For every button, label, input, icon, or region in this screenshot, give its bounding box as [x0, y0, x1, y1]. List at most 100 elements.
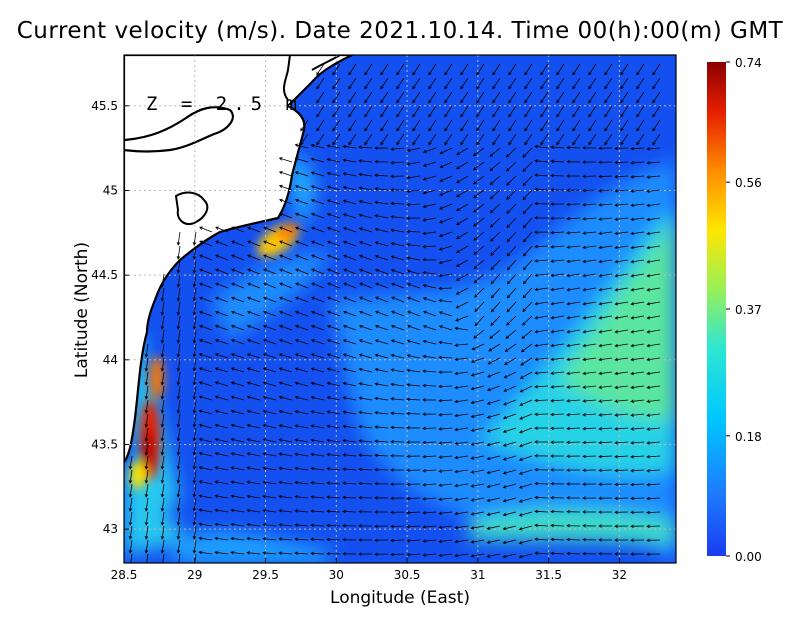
- velocity-arrow: [614, 385, 629, 390]
- velocity-arrow: [582, 371, 597, 376]
- velocity-arrow: [470, 511, 485, 516]
- velocity-arrow: [582, 385, 597, 389]
- velocity-arrow: [550, 495, 565, 500]
- velocity-arrow: [326, 396, 341, 401]
- velocity-arrow: [358, 241, 373, 247]
- velocity-arrow: [646, 231, 661, 236]
- velocity-arrow: [630, 468, 645, 473]
- velocity-arrow: [326, 537, 341, 542]
- velocity-arrow: [454, 399, 469, 404]
- velocity-arrow: [540, 91, 549, 104]
- velocity-arrow: [316, 119, 325, 132]
- velocity-arrow: [646, 301, 661, 306]
- velocity-arrow: [390, 269, 405, 275]
- velocity-arrow: [472, 147, 485, 157]
- velocity-arrow: [406, 269, 421, 275]
- velocity-arrow: [422, 497, 437, 501]
- velocity-arrow: [192, 525, 197, 540]
- velocity-arrow: [247, 240, 261, 247]
- velocity-arrow: [598, 371, 613, 376]
- velocity-arrow: [278, 523, 293, 527]
- velocity-arrow: [348, 133, 357, 146]
- velocity-arrow: [406, 243, 421, 247]
- velocity-arrow: [406, 147, 421, 152]
- velocity-arrow: [214, 353, 229, 359]
- velocity-arrow: [488, 343, 501, 352]
- velocity-arrow: [522, 301, 533, 312]
- velocity-arrow: [550, 509, 565, 514]
- velocity-arrow: [438, 427, 453, 431]
- velocity-arrow: [176, 413, 181, 428]
- velocity-arrow: [198, 353, 213, 359]
- velocity-arrow: [614, 203, 629, 207]
- velocity-arrow: [556, 91, 565, 104]
- velocity-arrow: [524, 133, 533, 146]
- velocity-arrow: [412, 63, 421, 76]
- velocity-arrow: [390, 524, 405, 529]
- velocity-arrow: [374, 255, 389, 261]
- velocity-arrow: [326, 452, 341, 457]
- velocity-arrow: [192, 371, 197, 386]
- velocity-arrow: [247, 268, 261, 275]
- velocity-arrow: [406, 383, 421, 387]
- velocity-arrow: [262, 423, 277, 429]
- velocity-arrow: [582, 160, 597, 164]
- velocity-arrow: [176, 301, 181, 316]
- velocity-arrow: [566, 202, 581, 207]
- velocity-arrow: [390, 482, 405, 486]
- velocity-arrow: [342, 199, 357, 205]
- velocity-arrow: [390, 496, 405, 501]
- velocity-arrow: [630, 454, 645, 459]
- velocity-arrow: [534, 173, 549, 177]
- velocity-arrow: [295, 296, 309, 303]
- velocity-arrow: [439, 161, 453, 168]
- velocity-arrow: [438, 511, 453, 516]
- velocity-arrow: [422, 525, 437, 529]
- velocity-arrow: [534, 343, 549, 348]
- velocity-arrow: [198, 409, 213, 415]
- velocity-arrow: [214, 367, 229, 373]
- velocity-arrow: [598, 160, 613, 165]
- velocity-arrow: [294, 480, 309, 485]
- velocity-arrow: [473, 273, 485, 284]
- velocity-arrow: [358, 495, 373, 500]
- velocity-arrow: [636, 63, 645, 76]
- velocity-arrow: [199, 310, 213, 317]
- velocity-arrow: [192, 231, 197, 246]
- velocity-arrow: [160, 315, 165, 330]
- velocity-arrow: [646, 343, 661, 348]
- velocity-arrow: [614, 440, 629, 445]
- velocity-arrow: [342, 424, 357, 429]
- velocity-arrow: [342, 438, 357, 443]
- velocity-arrow: [428, 119, 437, 132]
- velocity-arrow: [550, 159, 565, 164]
- velocity-arrow: [422, 383, 437, 388]
- velocity-arrow: [278, 494, 293, 499]
- velocity-arrow: [326, 367, 341, 373]
- velocity-arrow: [582, 454, 597, 459]
- velocity-arrow: [598, 146, 613, 150]
- velocity-arrow: [503, 357, 517, 365]
- velocity-arrow: [294, 157, 309, 163]
- colorbar-tick-label: 0.74: [735, 56, 762, 70]
- velocity-arrow: [502, 511, 517, 517]
- velocity-vectors: [128, 63, 661, 563]
- velocity-arrow: [358, 467, 373, 472]
- velocity-arrow: [246, 522, 261, 527]
- velocity-arrow: [646, 496, 661, 501]
- velocity-arrow: [556, 133, 565, 146]
- velocity-arrow: [646, 482, 661, 487]
- velocity-arrow: [438, 441, 453, 445]
- velocity-arrow: [343, 268, 357, 275]
- velocity-arrow: [524, 63, 533, 76]
- velocity-arrow: [396, 105, 405, 118]
- velocity-arrow: [566, 510, 581, 514]
- velocity-arrow: [326, 353, 341, 359]
- velocity-arrow: [471, 343, 485, 351]
- velocity-arrow: [262, 381, 277, 387]
- velocity-arrow: [214, 466, 229, 471]
- velocity-arrow: [246, 381, 261, 387]
- velocity-arrow: [598, 343, 613, 348]
- velocity-arrow: [503, 385, 517, 392]
- velocity-arrow: [492, 63, 501, 76]
